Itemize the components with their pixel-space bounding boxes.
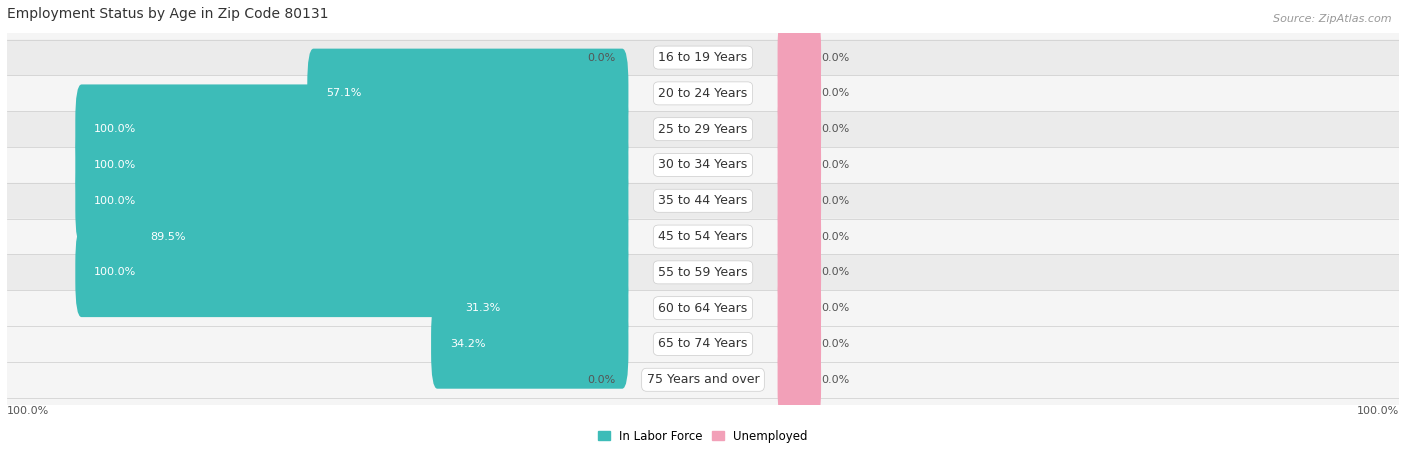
- FancyBboxPatch shape: [0, 219, 1406, 398]
- Text: 31.3%: 31.3%: [465, 303, 501, 313]
- FancyBboxPatch shape: [0, 290, 1406, 451]
- FancyBboxPatch shape: [778, 13, 821, 102]
- Text: 65 to 74 Years: 65 to 74 Years: [658, 337, 748, 350]
- Text: 34.2%: 34.2%: [450, 339, 485, 349]
- FancyBboxPatch shape: [778, 228, 821, 317]
- Text: 35 to 44 Years: 35 to 44 Years: [658, 194, 748, 207]
- Text: 100.0%: 100.0%: [94, 124, 136, 134]
- Text: 0.0%: 0.0%: [821, 124, 849, 134]
- FancyBboxPatch shape: [778, 84, 821, 174]
- FancyBboxPatch shape: [0, 4, 1406, 183]
- Legend: In Labor Force, Unemployed: In Labor Force, Unemployed: [593, 425, 813, 447]
- FancyBboxPatch shape: [76, 228, 628, 317]
- FancyBboxPatch shape: [0, 147, 1406, 326]
- Text: 20 to 24 Years: 20 to 24 Years: [658, 87, 748, 100]
- FancyBboxPatch shape: [0, 111, 1406, 290]
- FancyBboxPatch shape: [778, 192, 821, 281]
- Text: 0.0%: 0.0%: [821, 196, 849, 206]
- FancyBboxPatch shape: [778, 335, 821, 424]
- FancyBboxPatch shape: [0, 0, 1406, 147]
- Text: 57.1%: 57.1%: [326, 88, 361, 98]
- Text: 100.0%: 100.0%: [94, 196, 136, 206]
- FancyBboxPatch shape: [76, 156, 628, 245]
- Text: 16 to 19 Years: 16 to 19 Years: [658, 51, 748, 64]
- Text: 25 to 29 Years: 25 to 29 Years: [658, 123, 748, 136]
- FancyBboxPatch shape: [778, 156, 821, 245]
- Text: Source: ZipAtlas.com: Source: ZipAtlas.com: [1274, 14, 1392, 23]
- Text: 0.0%: 0.0%: [588, 375, 616, 385]
- FancyBboxPatch shape: [432, 299, 628, 389]
- FancyBboxPatch shape: [0, 183, 1406, 362]
- FancyBboxPatch shape: [778, 120, 821, 210]
- FancyBboxPatch shape: [132, 192, 628, 281]
- Text: 100.0%: 100.0%: [94, 267, 136, 277]
- Text: 0.0%: 0.0%: [821, 53, 849, 63]
- Text: 55 to 59 Years: 55 to 59 Years: [658, 266, 748, 279]
- Text: 30 to 34 Years: 30 to 34 Years: [658, 158, 748, 171]
- FancyBboxPatch shape: [308, 49, 628, 138]
- FancyBboxPatch shape: [76, 84, 628, 174]
- Text: 0.0%: 0.0%: [821, 339, 849, 349]
- Text: 100.0%: 100.0%: [94, 160, 136, 170]
- FancyBboxPatch shape: [778, 299, 821, 389]
- FancyBboxPatch shape: [76, 120, 628, 210]
- Text: 0.0%: 0.0%: [821, 231, 849, 242]
- Text: 60 to 64 Years: 60 to 64 Years: [658, 302, 748, 315]
- Text: 75 Years and over: 75 Years and over: [647, 373, 759, 386]
- Text: 0.0%: 0.0%: [821, 160, 849, 170]
- FancyBboxPatch shape: [778, 49, 821, 138]
- FancyBboxPatch shape: [447, 263, 628, 353]
- Text: 0.0%: 0.0%: [588, 53, 616, 63]
- Text: 89.5%: 89.5%: [150, 231, 186, 242]
- Text: Employment Status by Age in Zip Code 80131: Employment Status by Age in Zip Code 801…: [7, 7, 329, 21]
- Text: 0.0%: 0.0%: [821, 267, 849, 277]
- Text: 100.0%: 100.0%: [1357, 405, 1399, 415]
- Text: 0.0%: 0.0%: [821, 88, 849, 98]
- Text: 0.0%: 0.0%: [821, 303, 849, 313]
- FancyBboxPatch shape: [0, 254, 1406, 433]
- FancyBboxPatch shape: [0, 75, 1406, 254]
- FancyBboxPatch shape: [778, 263, 821, 353]
- Text: 45 to 54 Years: 45 to 54 Years: [658, 230, 748, 243]
- FancyBboxPatch shape: [0, 40, 1406, 219]
- Text: 100.0%: 100.0%: [7, 405, 49, 415]
- Text: 0.0%: 0.0%: [821, 375, 849, 385]
